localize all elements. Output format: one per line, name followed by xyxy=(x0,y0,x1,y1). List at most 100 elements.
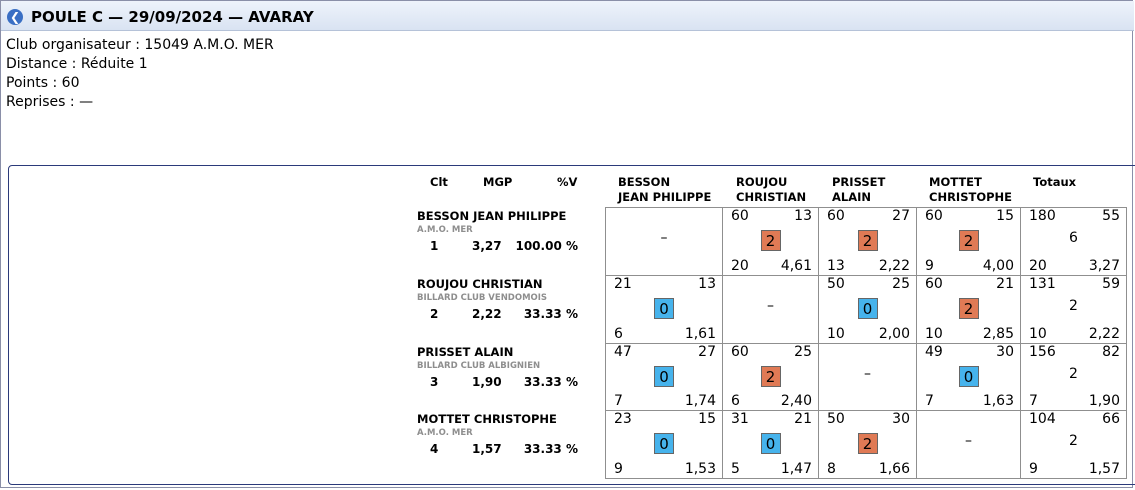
header-mgp: MGP xyxy=(483,175,513,189)
innings-count: 8 xyxy=(827,461,836,477)
loss-points-badge: 0 xyxy=(857,298,878,319)
match-cell[interactable]: 47 27 0 7 1,74 xyxy=(605,343,723,411)
player-name: MOTTET CHRISTOPHE xyxy=(417,412,557,426)
header-opponent-3: PRISSET ALAIN xyxy=(832,175,886,204)
highest-run: 27 xyxy=(698,344,716,360)
points-scored: 104 xyxy=(1029,411,1056,427)
total-match-points: 2 xyxy=(1069,298,1078,314)
points-scored: 50 xyxy=(827,276,845,292)
player-pctv: 100.00 % xyxy=(515,239,578,253)
header-opponent-1: BESSON JEAN PHILIPPE xyxy=(618,175,712,204)
general-average: 2,22 xyxy=(878,258,910,274)
points-scored: 180 xyxy=(1029,208,1056,224)
loss-points-badge: 0 xyxy=(654,366,674,387)
match-cell[interactable]: 60 21 2 10 2,85 xyxy=(916,275,1021,344)
innings-count: 10 xyxy=(925,326,943,342)
match-cell[interactable]: 60 13 2 20 4,61 xyxy=(722,207,819,276)
player-pctv: 33.33 % xyxy=(523,307,578,321)
general-average: 4,00 xyxy=(982,258,1014,274)
total-match-points: 6 xyxy=(1069,230,1078,246)
player-club: BILLARD CLUB ALBIGNIEN xyxy=(417,361,541,371)
points-scored: 60 xyxy=(731,208,749,224)
match-cell[interactable]: 31 21 0 5 1,47 xyxy=(722,410,819,479)
points-scored: 60 xyxy=(827,208,845,224)
win-points-badge: 2 xyxy=(857,433,878,454)
innings-count: 10 xyxy=(827,326,845,342)
win-points-badge: 2 xyxy=(760,366,781,387)
header-opponent-4: MOTTET CHRISTOPHE xyxy=(929,175,1013,204)
match-cell[interactable]: – xyxy=(818,343,917,411)
player-club: A.M.O. MER xyxy=(417,428,473,438)
loss-points-badge: 0 xyxy=(958,366,979,387)
loss-points-badge: 0 xyxy=(654,298,674,319)
general-average: 3,27 xyxy=(1088,258,1120,274)
general-average: 2,85 xyxy=(982,326,1014,342)
totals-cell: 180 55 6 20 3,27 xyxy=(1020,207,1127,276)
header-pctv: %V xyxy=(557,175,578,189)
points-scored: 60 xyxy=(925,276,943,292)
arrow-left-icon[interactable]: ❮ xyxy=(7,9,23,25)
player-pctv: 33.33 % xyxy=(523,375,578,389)
totals-cell: 156 82 2 7 1,90 xyxy=(1020,343,1127,411)
innings-count: 9 xyxy=(1029,461,1038,477)
general-average: 1,57 xyxy=(1088,461,1120,477)
general-average: 1,90 xyxy=(1088,393,1120,409)
player-mgp: 1,57 xyxy=(472,442,502,456)
highest-run: 21 xyxy=(996,276,1014,292)
total-match-points: 2 xyxy=(1069,366,1078,382)
match-cell[interactable]: 50 30 2 8 1,66 xyxy=(818,410,917,479)
general-average: 1,47 xyxy=(780,461,812,477)
player-rank: 2 xyxy=(430,307,439,321)
innings-count: 9 xyxy=(614,461,623,477)
player-rank: 1 xyxy=(430,239,439,253)
innings-count: 6 xyxy=(731,393,740,409)
general-average: 1,61 xyxy=(684,326,716,342)
totals-cell: 104 66 2 9 1,57 xyxy=(1020,410,1127,479)
empty-cell-dash: – xyxy=(864,366,871,382)
win-points-badge: 2 xyxy=(958,298,979,319)
match-cell[interactable]: 23 15 0 9 1,53 xyxy=(605,410,723,479)
match-cell[interactable]: 50 25 0 10 2,00 xyxy=(818,275,917,344)
player-mgp: 3,27 xyxy=(472,239,502,253)
general-average: 2,22 xyxy=(1088,326,1120,342)
points-scored: 131 xyxy=(1029,276,1056,292)
match-cell[interactable]: 60 25 2 6 2,40 xyxy=(722,343,819,411)
empty-cell-dash: – xyxy=(767,298,774,314)
general-average: 1,63 xyxy=(982,393,1014,409)
empty-cell-dash: – xyxy=(660,230,668,246)
match-cell[interactable]: 60 27 2 13 2,22 xyxy=(818,207,917,276)
title-bar: ❮ POULE C — 29/09/2024 — AVARAY xyxy=(1,1,1134,31)
match-cell[interactable]: 49 30 0 7 1,63 xyxy=(916,343,1021,411)
points-scored: 50 xyxy=(827,411,845,427)
total-match-points: 2 xyxy=(1069,433,1078,449)
reprises-info: Reprises : — xyxy=(6,94,94,110)
club-organisateur: Club organisateur : 15049 A.M.O. MER xyxy=(6,37,274,53)
highest-run: 82 xyxy=(1102,344,1120,360)
general-average: 2,00 xyxy=(878,326,910,342)
player-rank: 4 xyxy=(430,442,439,456)
points-scored: 156 xyxy=(1029,344,1056,360)
match-cell[interactable]: 21 13 0 6 1,61 xyxy=(605,275,723,344)
match-cell[interactable]: – xyxy=(916,410,1021,479)
match-cell[interactable]: – xyxy=(722,275,819,344)
player-name: PRISSET ALAIN xyxy=(417,345,514,359)
highest-run: 27 xyxy=(892,208,910,224)
innings-count: 7 xyxy=(925,393,934,409)
highest-run: 55 xyxy=(1102,208,1120,224)
distance-info: Distance : Réduite 1 xyxy=(6,56,148,72)
win-points-badge: 2 xyxy=(857,230,878,251)
highest-run: 25 xyxy=(794,344,812,360)
innings-count: 7 xyxy=(1029,393,1038,409)
header-opponent-2: ROUJOU CHRISTIAN xyxy=(736,175,807,204)
player-pctv: 33.33 % xyxy=(523,442,578,456)
player-name: ROUJOU CHRISTIAN xyxy=(417,277,543,291)
match-cell[interactable]: 60 15 2 9 4,00 xyxy=(916,207,1021,276)
header-clt: Clt xyxy=(430,175,448,189)
match-cell[interactable]: – xyxy=(605,207,723,276)
empty-cell-dash: – xyxy=(965,433,972,449)
general-average: 4,61 xyxy=(780,258,812,274)
player-club: BILLARD CLUB VENDOMOIS xyxy=(417,293,548,303)
highest-run: 30 xyxy=(892,411,910,427)
general-average: 1,53 xyxy=(684,461,716,477)
